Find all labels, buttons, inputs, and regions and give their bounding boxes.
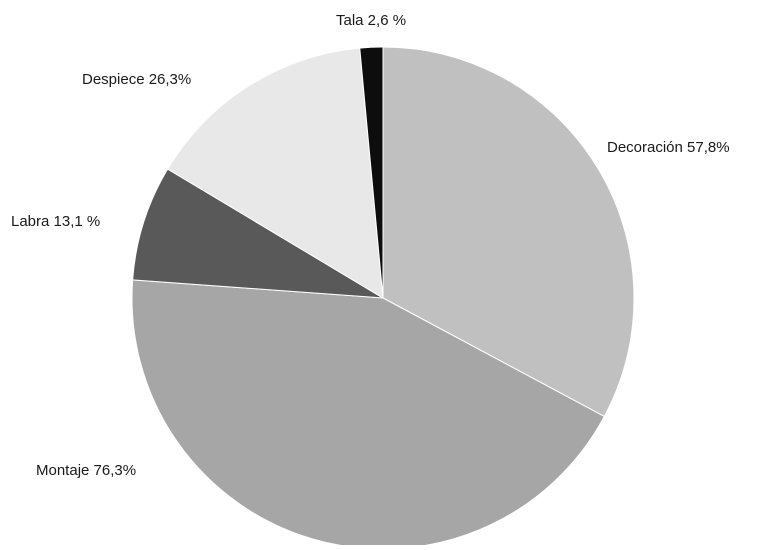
pie-slice-montaje [131,279,605,550]
pie-label-decoracion: Decoración 57,8% [607,139,730,156]
pie-slice-tala [359,46,384,299]
pie-label-tala: Tala 2,6 % [336,12,406,29]
pie-slices [131,46,635,550]
pie-slice-decoracion [382,46,635,418]
pie-label-despiece: Despiece 26,3% [82,71,191,88]
pie-slice-despiece [166,47,384,299]
pie-label-montaje: Montaje 76,3% [36,462,136,479]
pie-slice-labra [132,168,384,299]
pie-labels: Decoración 57,8% Montaje 76,3% Labra 13,1 … [11,12,730,479]
pie-label-labra: Labra 13,1 % [11,213,100,230]
